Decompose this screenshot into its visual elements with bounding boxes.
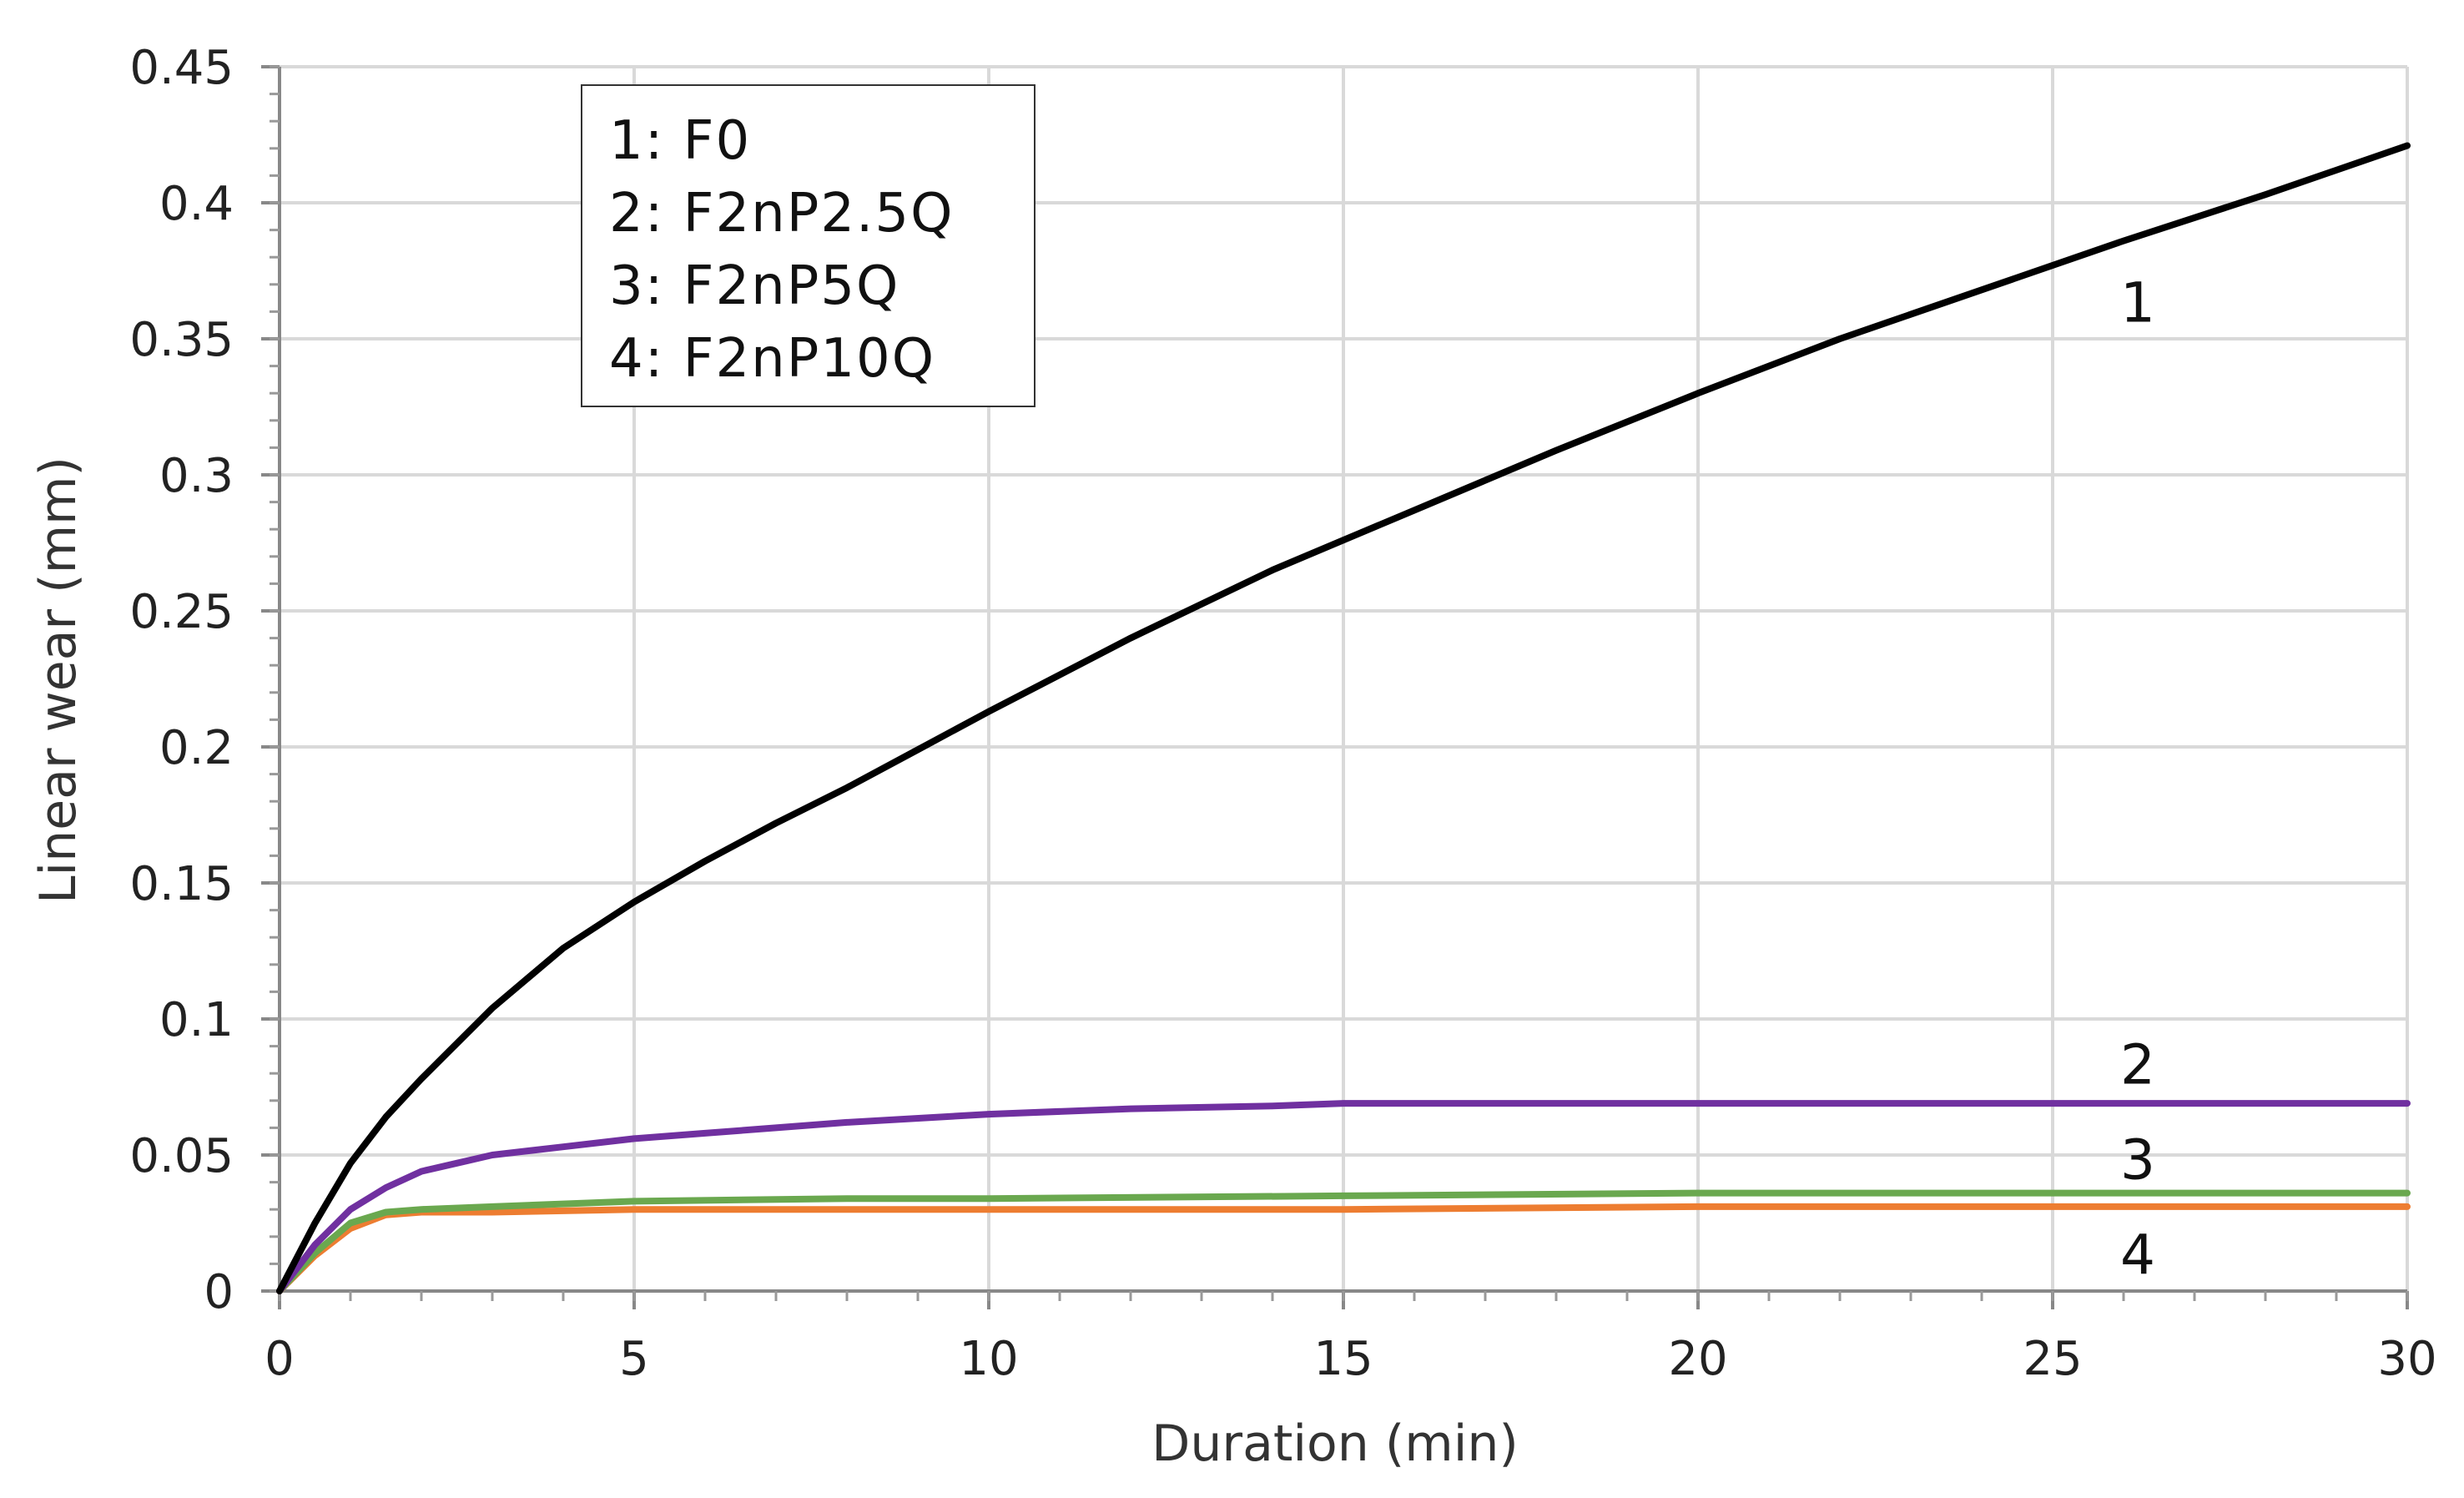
x-tick-label: 15 [1313,1332,1373,1386]
y-tick-label: 0.4 [159,177,234,231]
x-tick-label: 10 [959,1332,1018,1386]
y-tick-label: 0.05 [129,1129,234,1183]
x-axis-title: Duration (min) [1151,1415,1519,1473]
legend: 1: F0 2: F2nP2.5Q 3: F2nP5Q 4: F2nP10Q [581,84,1035,407]
legend-entry: 4: F2nP10Q [609,328,935,390]
x-tick-label: 25 [2023,1332,2082,1386]
legend-entry: 1: F0 [609,110,751,172]
y-tick-label: 0.25 [129,585,234,639]
curve-label: 2 [2120,1032,2155,1097]
y-tick-label: 0.2 [159,721,234,775]
x-tick-label: 0 [265,1332,295,1386]
y-tick-label: 0.3 [159,449,234,503]
y-tick-label: 0.45 [129,41,234,95]
series-line-3 [276,1189,2411,1294]
x-tick-label: 5 [619,1332,649,1386]
y-tick-labels: 0 0.05 0.1 0.15 0.2 0.25 0.3 0.35 0.4 0.45 [129,41,234,1319]
curve-label: 4 [2120,1223,2155,1288]
minor-ticks [270,65,2409,1301]
curve-label: 3 [2120,1128,2155,1193]
y-tick-label: 0 [204,1265,234,1319]
series-line-1 [276,142,2411,1294]
y-tick-label: 0.1 [159,993,234,1047]
series-line-4 [276,1203,2411,1294]
curve-labels: 1 2 3 4 [2120,271,2155,1288]
y-tick-label: 0.15 [129,857,234,911]
y-axis-title: Linear wear (mm) [29,456,88,904]
x-tick-label: 30 [2377,1332,2436,1386]
legend-box [581,84,1035,407]
x-tick-label: 20 [1668,1332,1727,1386]
series-lines [276,142,2411,1294]
y-tick-label: 0.35 [129,313,234,367]
legend-entry: 2: F2nP2.5Q [609,183,954,245]
curve-label: 1 [2120,271,2155,335]
legend-entry: 3: F2nP5Q [609,255,899,317]
x-tick-labels: 0 5 10 15 20 25 30 [265,1332,2436,1386]
series-line-2 [276,1100,2411,1294]
